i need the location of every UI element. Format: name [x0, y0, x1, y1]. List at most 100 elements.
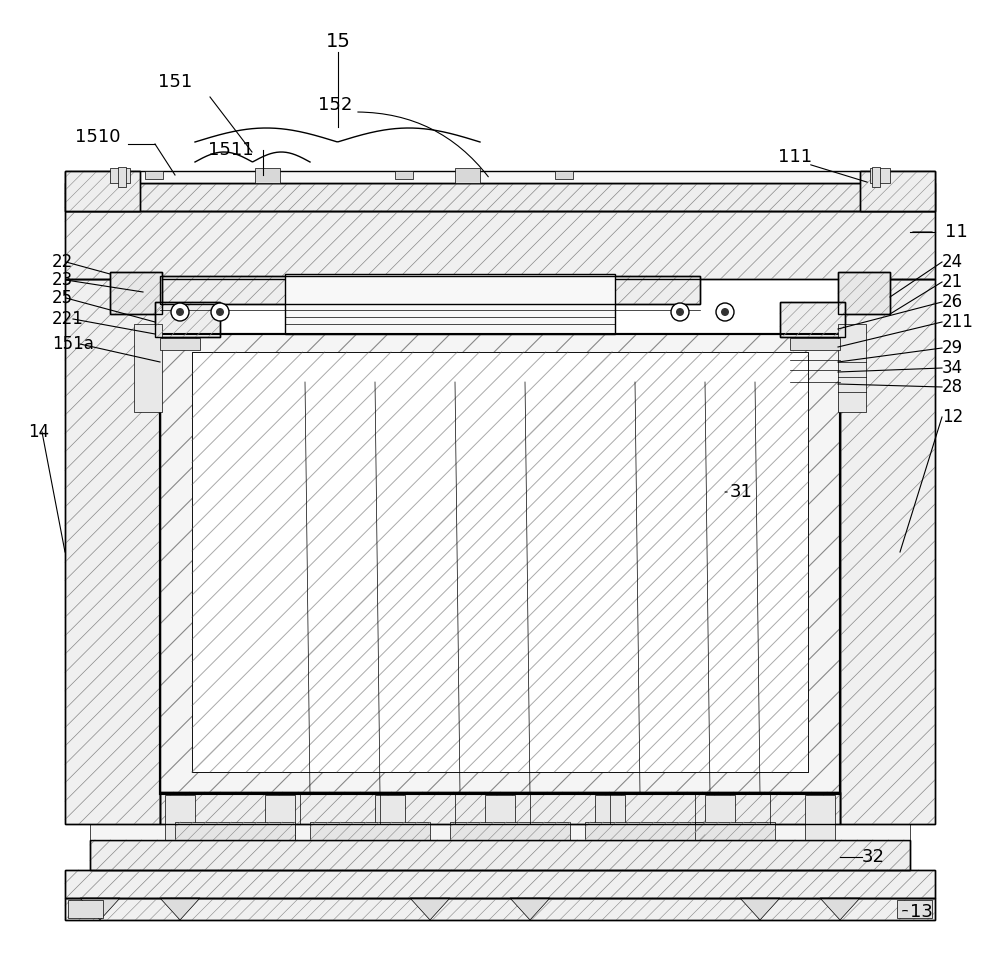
Bar: [65, 183, 935, 211]
Bar: [160, 334, 840, 794]
Circle shape: [216, 308, 224, 316]
Bar: [790, 338, 840, 350]
Bar: [780, 302, 845, 337]
Bar: [110, 272, 162, 314]
Bar: [805, 795, 835, 840]
Text: 24: 24: [942, 253, 963, 271]
Bar: [65, 171, 935, 183]
Text: 111: 111: [778, 148, 812, 166]
Circle shape: [211, 303, 229, 321]
Text: 31: 31: [730, 483, 753, 501]
Bar: [780, 302, 845, 337]
Bar: [65, 171, 140, 211]
Bar: [90, 822, 910, 840]
Bar: [255, 168, 280, 183]
Text: 1511: 1511: [208, 141, 254, 159]
Bar: [872, 167, 880, 187]
Bar: [450, 822, 570, 840]
Bar: [65, 183, 935, 211]
Bar: [838, 324, 866, 412]
Text: 12: 12: [942, 408, 963, 426]
Text: 25: 25: [52, 289, 73, 307]
Text: 152: 152: [318, 96, 352, 114]
Bar: [705, 795, 735, 840]
Bar: [160, 276, 700, 304]
Bar: [65, 898, 935, 920]
Text: 151: 151: [158, 73, 192, 91]
Text: 151a: 151a: [52, 335, 94, 353]
Bar: [145, 171, 163, 179]
Bar: [65, 870, 935, 898]
Bar: [485, 795, 515, 840]
Bar: [375, 795, 405, 840]
Text: 28: 28: [942, 378, 963, 396]
Circle shape: [716, 303, 734, 321]
Bar: [65, 279, 160, 824]
Polygon shape: [160, 898, 200, 920]
Polygon shape: [410, 898, 450, 920]
Text: 23: 23: [52, 271, 73, 289]
Bar: [65, 870, 935, 898]
Text: 21: 21: [942, 273, 963, 291]
Text: 22: 22: [52, 253, 73, 271]
Bar: [160, 334, 840, 794]
Text: 211: 211: [942, 313, 974, 331]
Bar: [175, 822, 295, 840]
Bar: [68, 900, 103, 918]
Text: 26: 26: [942, 293, 963, 311]
Bar: [110, 272, 162, 314]
Bar: [65, 279, 160, 824]
Bar: [192, 352, 808, 772]
Bar: [65, 898, 935, 920]
Bar: [870, 168, 890, 183]
Bar: [840, 279, 935, 824]
Bar: [860, 171, 935, 211]
Circle shape: [176, 308, 184, 316]
Polygon shape: [740, 898, 780, 920]
Bar: [65, 171, 140, 211]
Bar: [160, 338, 200, 350]
Bar: [90, 840, 910, 870]
Bar: [695, 822, 775, 840]
Bar: [595, 795, 625, 840]
Bar: [134, 324, 162, 412]
Bar: [155, 302, 220, 337]
Bar: [455, 168, 480, 183]
Text: 11: 11: [945, 223, 968, 241]
Bar: [897, 900, 932, 918]
Circle shape: [721, 308, 729, 316]
Bar: [840, 279, 935, 824]
Text: 14: 14: [28, 423, 49, 441]
Text: 13: 13: [910, 903, 933, 921]
Bar: [310, 822, 430, 840]
Text: 32: 32: [862, 848, 885, 866]
Text: 29: 29: [942, 339, 963, 357]
Bar: [585, 822, 705, 840]
Bar: [65, 211, 935, 279]
Bar: [160, 792, 840, 824]
Bar: [118, 167, 126, 187]
Circle shape: [676, 308, 684, 316]
Bar: [285, 274, 615, 334]
Text: 221: 221: [52, 310, 84, 328]
Circle shape: [171, 303, 189, 321]
Text: 1510: 1510: [75, 128, 120, 146]
Bar: [838, 272, 890, 314]
Bar: [265, 795, 295, 840]
Bar: [160, 792, 840, 824]
Bar: [838, 272, 890, 314]
Polygon shape: [510, 898, 550, 920]
Bar: [110, 168, 130, 183]
Bar: [192, 352, 808, 772]
Polygon shape: [820, 898, 860, 920]
Bar: [90, 840, 910, 870]
Bar: [555, 171, 573, 179]
Bar: [395, 171, 413, 179]
Circle shape: [671, 303, 689, 321]
Bar: [165, 795, 195, 840]
Text: 15: 15: [326, 32, 350, 52]
Bar: [65, 211, 935, 279]
Bar: [860, 171, 935, 211]
Text: 34: 34: [942, 359, 963, 377]
Bar: [155, 302, 220, 337]
